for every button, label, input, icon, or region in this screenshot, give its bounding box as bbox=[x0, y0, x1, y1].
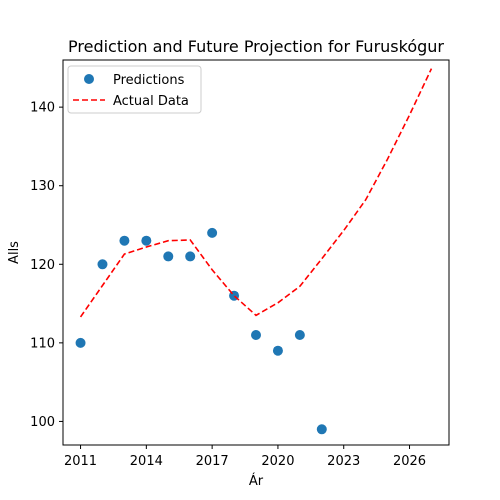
legend: Predictions Actual Data bbox=[67, 65, 202, 114]
data-point-predictions-2016 bbox=[185, 251, 196, 262]
data-point-predictions-2014 bbox=[141, 235, 152, 246]
legend-label-actual-data: Actual Data bbox=[113, 94, 189, 109]
x-tick-label-2017: 2017 bbox=[196, 454, 229, 469]
chart-title: Prediction and Future Projection for Fur… bbox=[68, 37, 444, 56]
y-tick-label-100: 100 bbox=[30, 415, 55, 430]
data-point-predictions-2022 bbox=[316, 424, 327, 435]
legend-box bbox=[67, 65, 202, 114]
data-point-predictions-2012 bbox=[97, 259, 108, 270]
axes-frame bbox=[62, 59, 450, 446]
y-tick-label-140: 140 bbox=[30, 101, 55, 116]
legend-marker-predictions bbox=[84, 74, 94, 84]
y-tick-label-120: 120 bbox=[30, 258, 55, 273]
data-point-predictions-2021 bbox=[294, 330, 305, 340]
x-tick-label-2023: 2023 bbox=[327, 454, 360, 469]
data-point-predictions-2015 bbox=[163, 251, 174, 262]
series-line-actual-data bbox=[79, 68, 433, 318]
axis-ticks: 2011 2014 2017 2020 2023 2026 100 110 120 130 140 bbox=[30, 101, 426, 469]
legend-label-predictions: Predictions bbox=[113, 73, 185, 88]
y-tick-label-130: 130 bbox=[30, 179, 55, 194]
x-tick-label-2020: 2020 bbox=[261, 454, 294, 469]
y-axis-label: Alls bbox=[7, 241, 22, 264]
data-point-predictions-2013 bbox=[119, 235, 130, 246]
data-point-predictions-2019 bbox=[251, 330, 261, 340]
data-point-predictions-2011 bbox=[75, 337, 86, 348]
x-axis-label: Ár bbox=[249, 473, 264, 489]
data-point-predictions-2020 bbox=[272, 345, 283, 356]
x-tick-label-2026: 2026 bbox=[393, 454, 426, 469]
x-tick-label-2014: 2014 bbox=[130, 454, 163, 469]
plot-area bbox=[75, 68, 433, 435]
data-point-predictions-2017 bbox=[207, 227, 218, 238]
x-tick-label-2011: 2011 bbox=[64, 454, 97, 469]
y-tick-label-110: 110 bbox=[30, 336, 55, 351]
